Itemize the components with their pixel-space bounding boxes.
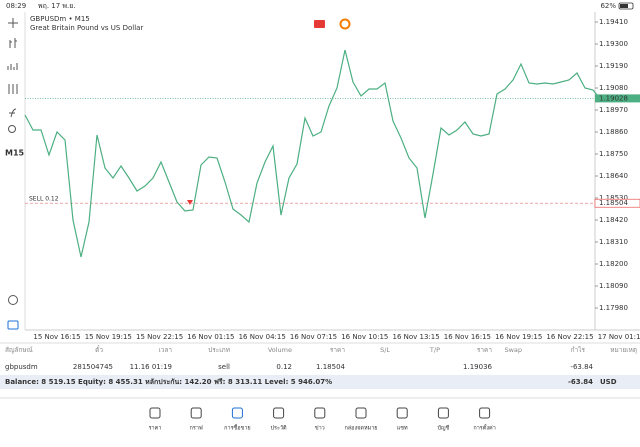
battery-level: [620, 4, 628, 8]
column-header: ราคา: [330, 346, 345, 354]
nav-label[interactable]: แชท: [397, 425, 408, 432]
balance-profit: -63.84: [568, 378, 593, 386]
y-tick-label: 1.19300: [599, 40, 628, 48]
battery: 62%: [600, 2, 616, 10]
column-header: เวลา: [158, 346, 172, 354]
nav-icon[interactable]: [479, 407, 491, 419]
cell-price: 1.19036: [463, 363, 492, 371]
market-icon[interactable]: [339, 18, 351, 30]
x-tick-label: 17 Nov 01:15: [598, 333, 640, 341]
nav-icon[interactable]: [355, 407, 367, 419]
y-tick-label: 1.18530: [599, 194, 628, 202]
balance-row-bg: [0, 375, 640, 389]
y-tick-label: 1.19190: [599, 62, 628, 70]
order-price: 1.18504: [599, 199, 628, 207]
nav-label[interactable]: ราคา: [149, 426, 162, 432]
indicators-icon[interactable]: [7, 63, 18, 70]
chart-symbol: GBPUSDm • M15: [30, 15, 90, 23]
y-tick-label: 1.17980: [599, 304, 628, 312]
column-header: Swap: [504, 346, 522, 354]
cell-open-price: 1.18504: [316, 363, 345, 371]
x-tick-label: 16 Nov 22:15: [546, 333, 593, 341]
order-price-box: [594, 198, 640, 208]
left-toolbar: [7, 18, 19, 330]
x-tick-label: 16 Nov 13:15: [392, 333, 439, 341]
nav-icon[interactable]: [314, 407, 326, 419]
x-tick-label: 16 Nov 16:15: [444, 333, 491, 341]
column-header: ตั๋ว: [95, 345, 103, 354]
cell-type: sell: [218, 363, 230, 371]
nav-label[interactable]: บัญชี: [437, 425, 449, 432]
y-tick-label: 1.18310: [599, 238, 628, 246]
cell-ticket: 281504745: [73, 363, 113, 371]
x-tick-label: 16 Nov 19:15: [495, 333, 542, 341]
nav-label[interactable]: กราฟ: [190, 425, 203, 432]
y-tick-label: 1.18420: [599, 216, 628, 224]
battery-icon: [618, 2, 634, 10]
search-icon[interactable]: [8, 295, 18, 305]
status-date: พฤ. 17 พ.ย.: [38, 2, 76, 10]
balance-text: Balance: 8 519.15 Equity: 8 455.31 หลักป…: [5, 378, 332, 386]
x-tick-label: 15 Nov 19:15: [85, 333, 132, 341]
y-tick-label: 1.19080: [599, 84, 628, 92]
nav-label[interactable]: กล่องจดหมาย: [344, 426, 377, 432]
x-tick-label: 16 Nov 07:15: [290, 333, 337, 341]
status-time: 08:29: [6, 2, 26, 10]
crosshair-icon[interactable]: [8, 18, 18, 28]
price-line: [24, 49, 602, 258]
nav-label[interactable]: การซื้อขาย: [224, 424, 250, 432]
column-header: กำไร: [571, 346, 586, 354]
timeframe[interactable]: M15: [5, 149, 25, 158]
column-header: หมายเหตุ: [610, 346, 637, 354]
nav-icon[interactable]: [273, 407, 285, 419]
x-tick-label: 16 Nov 10:15: [341, 333, 388, 341]
y-tick-label: 1.18860: [599, 128, 628, 136]
chart-description: Great Britain Pound vs US Dollar: [30, 24, 143, 32]
nav-icon[interactable]: [190, 407, 202, 419]
balance-currency: USD: [600, 378, 617, 386]
x-tick-label: 16 Nov 04:15: [239, 333, 286, 341]
column-header: S/L: [380, 346, 390, 354]
trade-marker: [187, 200, 193, 205]
function-icon[interactable]: [9, 108, 17, 118]
bid-price-box: [595, 94, 640, 103]
nav-label[interactable]: ข่าว: [315, 426, 325, 432]
nav-label[interactable]: ประวัติ: [271, 425, 287, 432]
bid-price: 1.19028: [599, 94, 628, 102]
nav-icon[interactable]: [231, 407, 243, 419]
x-tick-label: 16 Nov 01:15: [187, 333, 234, 341]
objects-icon[interactable]: [8, 125, 16, 133]
nav-icon[interactable]: [396, 407, 408, 419]
cell-volume: 0.12: [276, 363, 292, 371]
column-header: ประเภท: [208, 346, 230, 354]
order-label: SELL 0.12: [29, 196, 59, 203]
column-header: ราคา: [477, 346, 492, 354]
column-header: T/P: [429, 346, 440, 354]
cell-profit: -63.84: [570, 363, 593, 371]
nav-label[interactable]: การตั้งค่า: [473, 424, 495, 432]
column-header: Volume: [268, 346, 292, 354]
cell-time: 11.16 01:19: [130, 363, 172, 371]
nav-icon[interactable]: [437, 407, 449, 419]
settings-icon[interactable]: [8, 84, 18, 94]
chart-type-icon[interactable]: [9, 38, 17, 48]
y-tick-label: 1.18200: [599, 260, 628, 268]
trade-icon[interactable]: [7, 320, 19, 330]
flag-icon[interactable]: [314, 20, 325, 28]
column-header: สัญลักษณ์: [5, 346, 33, 354]
cell-symbol: gbpusdm: [5, 363, 38, 371]
y-tick-label: 1.18970: [599, 106, 628, 114]
x-tick-label: 15 Nov 22:15: [136, 333, 183, 341]
y-tick-label: 1.18090: [599, 282, 628, 290]
y-tick-label: 1.18640: [599, 172, 628, 180]
y-tick-label: 1.18750: [599, 150, 628, 158]
x-tick-label: 15 Nov 16:15: [33, 333, 80, 341]
y-tick-label: 1.19410: [599, 18, 628, 26]
nav-icon[interactable]: [149, 407, 161, 419]
